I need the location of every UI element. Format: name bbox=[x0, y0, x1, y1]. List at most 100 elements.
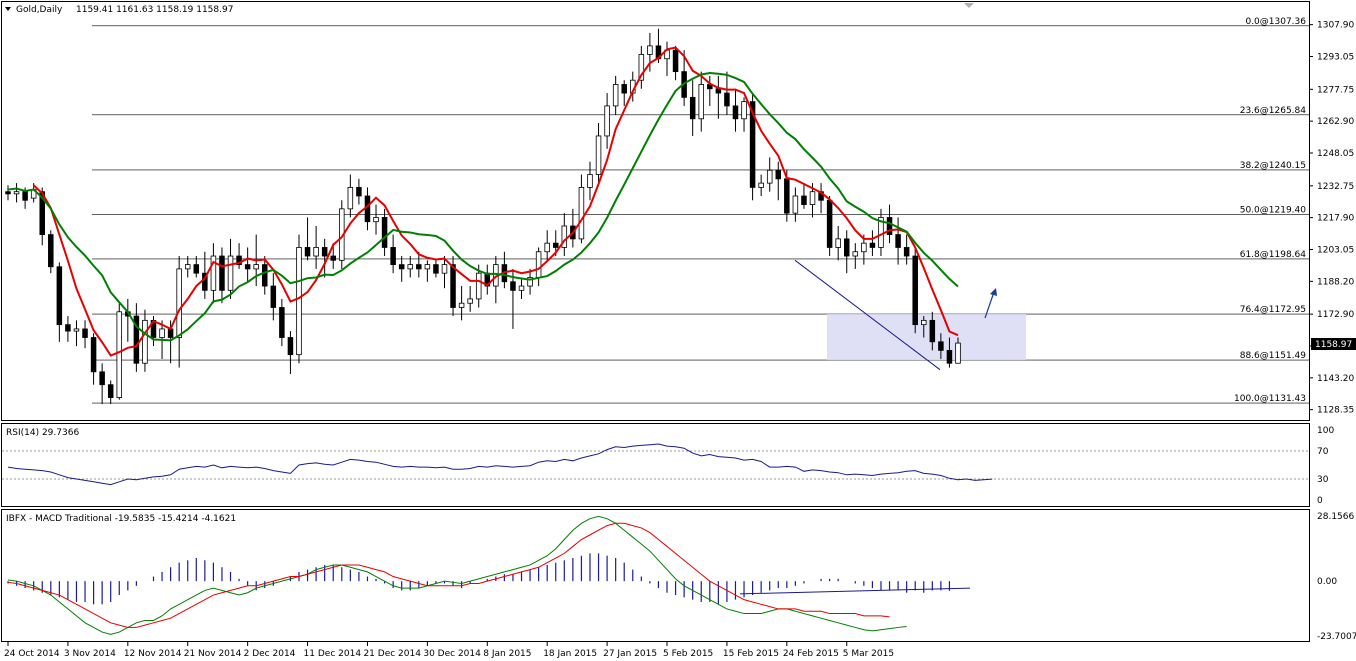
candle-body bbox=[99, 371, 105, 386]
support-trendline bbox=[794, 259, 941, 371]
candle-body bbox=[809, 191, 816, 205]
red-ma-line bbox=[32, 46, 959, 357]
time-tick-label: 2 Dec 2014 bbox=[244, 649, 296, 659]
candle-body bbox=[527, 277, 533, 287]
time-tick-label: 8 Jan 2015 bbox=[483, 649, 531, 659]
candle-body bbox=[801, 195, 807, 205]
time-tick-label: 24 Feb 2015 bbox=[783, 649, 839, 659]
candle-body bbox=[518, 285, 525, 291]
fib-label: 23.6@1265.84 bbox=[1240, 106, 1307, 116]
fib-label: 100.0@1131.43 bbox=[1234, 394, 1306, 404]
candle-body bbox=[929, 319, 936, 343]
rsi-tick-label: 30 bbox=[1317, 475, 1329, 485]
candle-body bbox=[287, 337, 294, 356]
candle-body bbox=[912, 255, 918, 326]
macd-title: IBFX - MACD Traditional -19.5835 -15.421… bbox=[6, 514, 236, 524]
arrow-head bbox=[990, 288, 997, 296]
candle-body bbox=[22, 191, 28, 201]
candle-body bbox=[450, 264, 456, 308]
price-tick-label: 1232.75 bbox=[1317, 182, 1354, 192]
candle-body bbox=[176, 268, 182, 338]
candle-body bbox=[142, 319, 148, 364]
dropdown-arrow-icon[interactable] bbox=[5, 7, 11, 11]
time-tick-label: 12 Nov 2014 bbox=[124, 649, 182, 659]
time-tick-label: 15 Feb 2015 bbox=[723, 649, 779, 659]
candle-body bbox=[159, 328, 165, 338]
candle-body bbox=[39, 191, 45, 235]
price-tick-label: 1128.35 bbox=[1317, 406, 1354, 416]
candle-body bbox=[852, 251, 859, 257]
fib-levels: 0.0@1307.36 23.6@1265.84 38.2@1240.15 50.0@… bbox=[92, 17, 1309, 404]
candle-body bbox=[227, 255, 234, 291]
candle-body bbox=[424, 264, 431, 270]
candle-body bbox=[416, 264, 422, 270]
candle-body bbox=[262, 264, 268, 287]
candle-body bbox=[65, 324, 71, 332]
candlesticks bbox=[5, 28, 961, 404]
candle-body bbox=[792, 195, 799, 214]
candle-body bbox=[732, 105, 739, 120]
candle-body bbox=[724, 92, 730, 107]
ohlc-label: 1159.41 1161.63 1158.19 1158.97 bbox=[76, 5, 233, 15]
candle-body bbox=[578, 187, 585, 240]
candle-body bbox=[210, 255, 217, 291]
candle-body bbox=[5, 191, 11, 195]
time-tick-label: 27 Jan 2015 bbox=[603, 649, 657, 659]
candle-body bbox=[835, 238, 841, 248]
candle-body bbox=[921, 319, 927, 326]
time-tick-label: 5 Mar 2015 bbox=[843, 649, 894, 659]
candle-body bbox=[373, 217, 379, 223]
price-tick-label: 1262.90 bbox=[1317, 117, 1354, 127]
scroll-marker-icon[interactable] bbox=[964, 3, 974, 8]
candle-body bbox=[689, 96, 696, 120]
macd-tick-label: 0.00 bbox=[1317, 577, 1337, 587]
candle-body bbox=[167, 328, 174, 338]
time-tick-label: 21 Dec 2014 bbox=[363, 649, 421, 659]
candle-body bbox=[903, 247, 910, 257]
candle-body bbox=[587, 174, 593, 188]
candle-body bbox=[321, 247, 328, 257]
candle-body bbox=[467, 298, 473, 304]
candle-body bbox=[784, 178, 790, 214]
candle-body bbox=[82, 328, 88, 338]
rsi-panel: 100 70 30 0 RSI(14) 29.7366 bbox=[2, 426, 1334, 506]
candle-body bbox=[886, 217, 893, 235]
candle-body bbox=[296, 247, 302, 356]
candle-body bbox=[347, 187, 354, 210]
candle-body bbox=[133, 315, 140, 364]
candle-body bbox=[116, 311, 123, 398]
rsi-tick-label: 70 bbox=[1317, 447, 1329, 457]
candle-body bbox=[184, 264, 191, 270]
candle-body bbox=[698, 84, 704, 120]
price-axis: 1307.90 1293.05 1277.75 1262.90 1248.05 1232.… bbox=[1309, 21, 1354, 416]
macd-panel: 28.1566 0.00 -23.7007 IBFX - MACD Tradition… bbox=[6, 512, 1356, 642]
candle-body bbox=[48, 234, 54, 268]
candle-body bbox=[672, 49, 679, 73]
time-tick-label: 3 Nov 2014 bbox=[64, 649, 116, 659]
signal-line bbox=[7, 522, 890, 628]
candle-body bbox=[535, 251, 542, 278]
fib-label: 50.0@1219.40 bbox=[1240, 205, 1307, 215]
price-tick-label: 1217.90 bbox=[1317, 214, 1354, 224]
candle-body bbox=[253, 264, 259, 270]
candle-body bbox=[381, 217, 388, 248]
candle-body bbox=[56, 266, 63, 326]
candle-body bbox=[313, 247, 319, 257]
candle-body bbox=[544, 242, 550, 253]
time-tick-label: 11 Dec 2014 bbox=[304, 649, 362, 659]
rsi-line bbox=[7, 443, 993, 486]
macd-tick-label: 28.1566 bbox=[1317, 512, 1354, 522]
candle-body bbox=[561, 225, 568, 248]
price-tick-label: 1188.20 bbox=[1317, 277, 1354, 287]
rsi-tick-label: 100 bbox=[1317, 426, 1334, 436]
candle-body bbox=[441, 264, 448, 274]
price-tick-label: 1307.90 bbox=[1317, 21, 1354, 31]
time-tick-label: 24 Oct 2014 bbox=[4, 649, 60, 659]
price-tick-label: 1248.05 bbox=[1317, 149, 1354, 159]
candle-body bbox=[13, 191, 20, 195]
candle-body bbox=[938, 341, 944, 351]
candle-body bbox=[390, 247, 396, 266]
candle-body bbox=[647, 45, 653, 55]
moving-averages bbox=[7, 46, 959, 357]
time-tick-label: 21 Nov 2014 bbox=[184, 649, 242, 659]
